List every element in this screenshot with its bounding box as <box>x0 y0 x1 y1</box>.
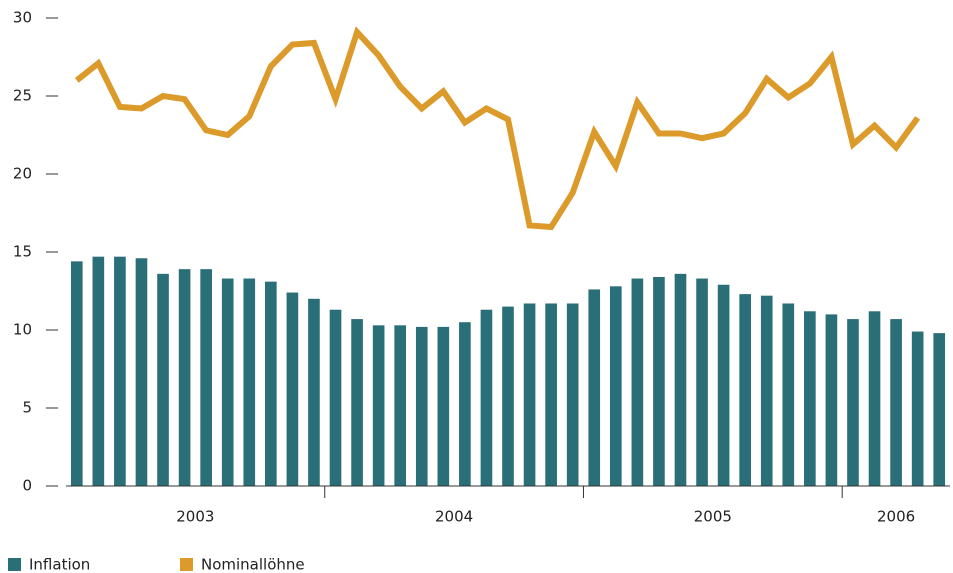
y-tick-label: 20 <box>13 165 32 183</box>
bar <box>394 325 407 486</box>
bar <box>157 273 169 486</box>
bar <box>760 295 773 486</box>
bar <box>502 306 514 486</box>
bar <box>739 294 751 486</box>
y-tick-label: 10 <box>13 321 32 339</box>
bar <box>351 319 363 486</box>
legend-label: Inflation <box>29 556 90 573</box>
bar <box>674 273 687 486</box>
bar <box>588 289 601 486</box>
bar <box>286 292 299 486</box>
bar <box>437 326 450 486</box>
bar <box>178 269 191 486</box>
bar <box>717 284 730 486</box>
bar <box>782 303 795 486</box>
bar <box>868 311 881 486</box>
legend-swatch <box>8 558 21 571</box>
legend-label: Nominallöhne <box>201 556 305 573</box>
bar <box>92 256 105 486</box>
y-tick-label: 25 <box>13 87 32 105</box>
bar <box>911 331 924 486</box>
bar <box>825 314 838 486</box>
bar <box>372 325 385 486</box>
bar <box>200 269 212 486</box>
bar <box>933 333 946 486</box>
bar <box>609 286 622 486</box>
bar <box>415 326 428 486</box>
y-tick-label: 30 <box>13 9 32 27</box>
bar <box>480 309 493 486</box>
bar <box>114 256 126 486</box>
x-group-label: 2005 <box>694 508 732 526</box>
y-tick-label: 0 <box>22 477 32 495</box>
line <box>74 26 921 231</box>
bar <box>653 276 665 486</box>
bar <box>847 319 859 486</box>
bar <box>308 298 320 486</box>
x-group-label: 2004 <box>435 508 473 526</box>
bar <box>459 322 471 486</box>
x-group-label: 2006 <box>877 508 915 526</box>
bar <box>804 311 816 486</box>
legend-swatch <box>180 558 193 571</box>
bar <box>243 278 256 486</box>
bar <box>631 278 644 486</box>
bar <box>265 281 277 486</box>
bar <box>70 261 83 486</box>
bar <box>329 309 342 486</box>
y-tick-label: 15 <box>13 243 32 261</box>
x-group-label: 2003 <box>176 508 214 526</box>
bar <box>545 303 557 486</box>
bar <box>221 278 234 486</box>
bar <box>523 303 536 486</box>
bar <box>696 278 708 486</box>
bar <box>135 258 148 486</box>
bar <box>890 319 902 486</box>
bar <box>566 303 579 486</box>
y-tick-label: 5 <box>22 399 32 417</box>
